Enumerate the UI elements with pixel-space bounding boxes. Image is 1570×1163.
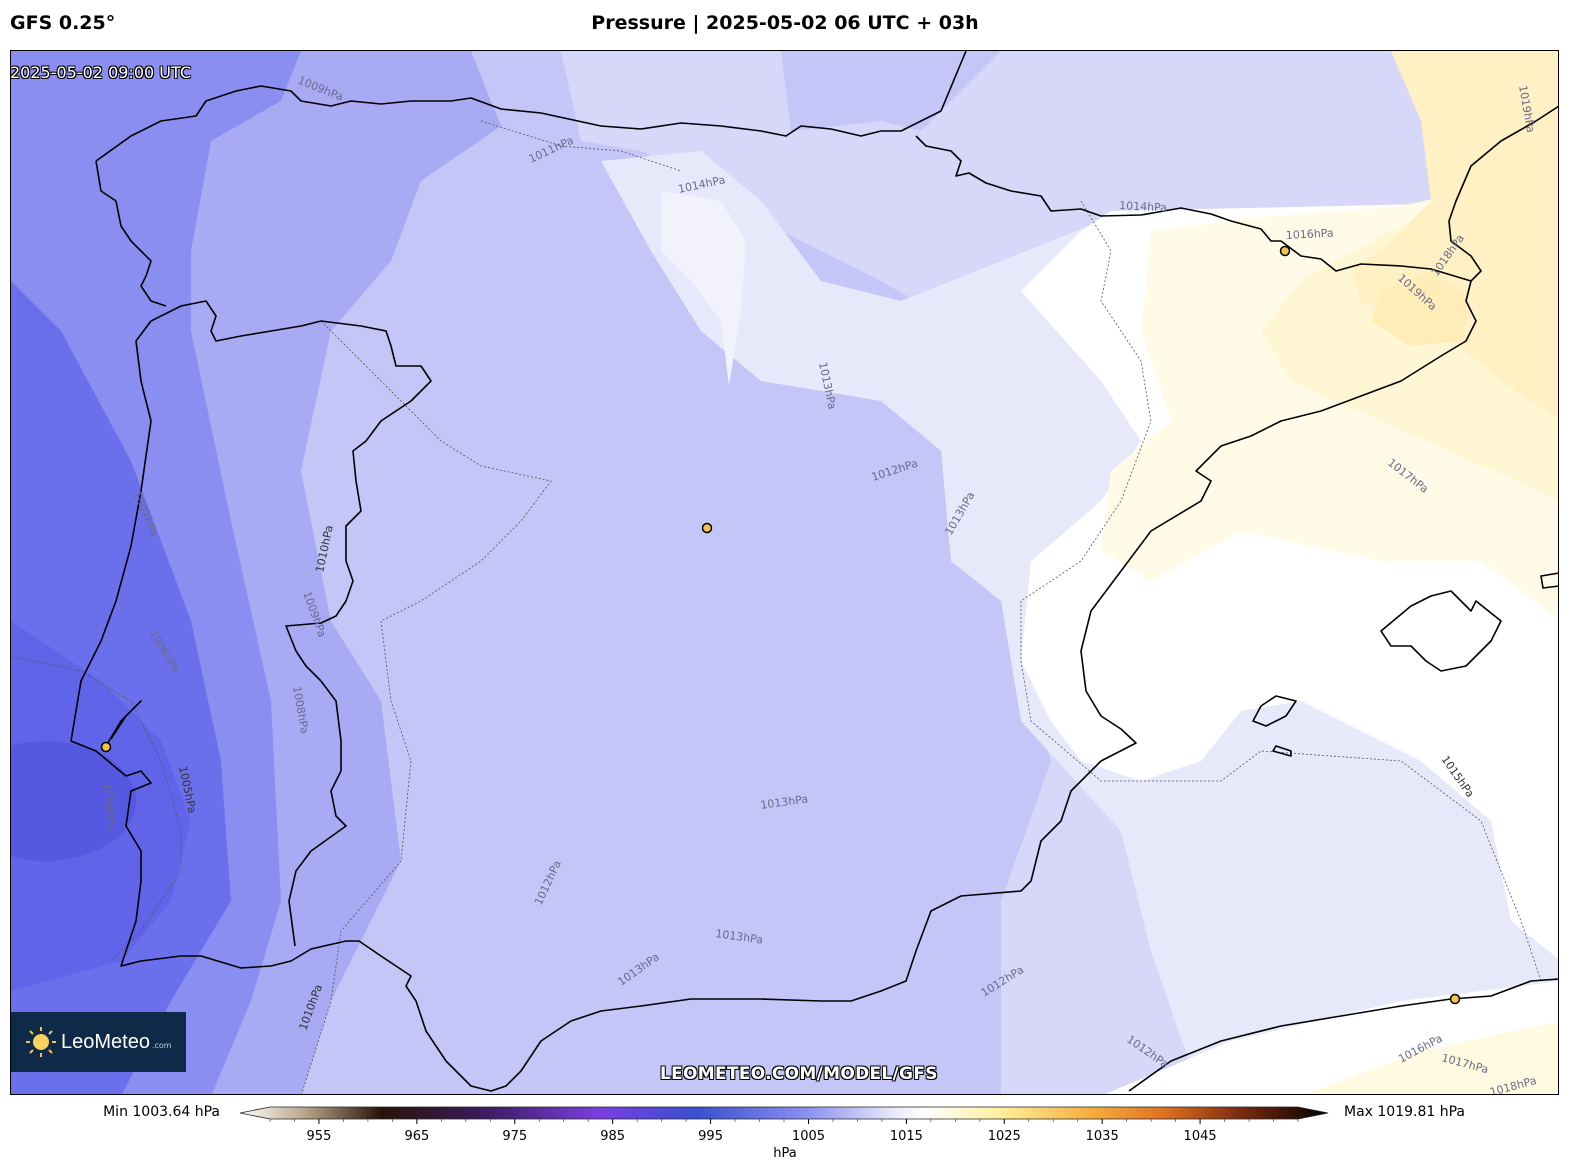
coastline [70,51,1558,1092]
coastline-tagus [105,700,142,747]
chart-title: Pressure | 2025-05-02 06 UTC + 03h [591,12,979,34]
island-formentera [1272,745,1292,757]
pressure-pocket-1014 [661,191,746,386]
colorbar-ramp [240,1106,1329,1120]
colorbar-tick-label: 955 [307,1129,332,1144]
colorbar-tick-label: 1015 [890,1129,923,1144]
city-marker-valencia[interactable] [1449,993,1461,1005]
colorbar-tick-label: 1025 [988,1129,1021,1144]
pressure-high-1020 [1371,271,1471,346]
isobar-1010 [301,320,552,1094]
valid-time: 2025-05-02 09:00 UTC [10,63,191,82]
watermark-url: LEOMETEO.COM/MODEL/GFS [660,1064,938,1084]
colorbar-tick-label: 965 [404,1129,429,1144]
city-marker-barcelona[interactable] [1279,245,1291,257]
pressure-band-1017-south [1306,1021,1558,1094]
contour-label: 1016hPa [1285,227,1333,242]
pressure-low-1004 [11,741,136,861]
contour-label: 1014hPa [1119,199,1167,214]
isobar-1011 [480,120,682,172]
city-marker-lisbon[interactable] [100,741,112,753]
colorbar-unit: hPa [773,1146,797,1161]
isobar-1005 [11,655,182,962]
isobar-lines [11,120,1542,1094]
colorbar-min-label: Min 1003.64 hPa [103,1104,220,1120]
colorbar-tick-label: 1005 [792,1129,825,1144]
colorbar: 955 965 975 985 995 1005 1015 1025 1035 1045 [240,1106,1329,1144]
logo-text: LeoMeteo [61,1030,150,1053]
logo-suffix: .com [151,1040,172,1050]
colorbar-max-label: Max 1019.81 hPa [1344,1104,1466,1120]
leometeo-logo[interactable]: LeoMeteo .com [11,1012,186,1072]
pressure-map-canvas: 1009hPa 1011hPa 1014hPa 1014hPa 1016hPa … [11,51,1558,1094]
colorbar-tick-label: 1035 [1086,1129,1119,1144]
colorbar-ticks: 955 965 975 985 995 1005 1015 1025 1035 1045 [269,1119,1299,1144]
border-france [915,105,1558,282]
island-menorca [1540,572,1558,589]
colorbar-tick-label: 995 [698,1129,723,1144]
contour-label: 1004hPa [101,782,118,831]
coastline-north [95,51,967,162]
model-name: GFS 0.25° [10,12,116,34]
coastline-galicia [95,160,167,307]
city-markers [100,245,1461,1005]
city-marker-madrid[interactable] [701,522,713,534]
island-mallorca [1380,590,1502,672]
isobar-1015 [1020,200,1542,982]
pressure-band-1019 [1351,51,1558,419]
colorbar-tick-label: 985 [600,1129,625,1144]
pressure-map: 1009hPa 1011hPa 1014hPa 1014hPa 1016hPa … [10,50,1559,1095]
coastline-iberia [70,280,1477,1092]
colorbar-tick-label: 975 [502,1129,527,1144]
coastline-africa [1128,978,1558,1092]
colorbar-tick-label: 1045 [1184,1129,1217,1144]
sun-icon [26,1027,56,1057]
island-ibiza [1252,695,1297,727]
